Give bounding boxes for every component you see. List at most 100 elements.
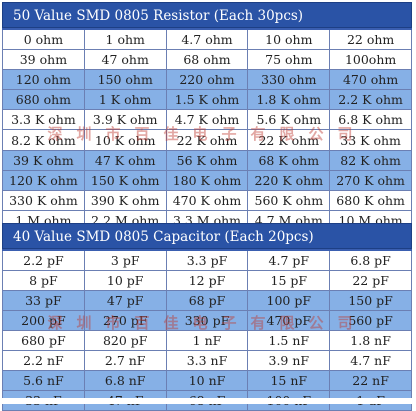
resistor-title: 50 Value SMD 0805 Resistor (Each 30pcs) [2, 2, 412, 28]
table-cell: 390 K ohm [83, 189, 167, 211]
table-cell: 470 pF [247, 310, 331, 331]
table-row: 3.3 K ohm 3.9 K ohm 4.7 K ohm 5.6 K ohm 6.8 … [2, 109, 412, 131]
table-cell: 3 pF [83, 249, 167, 271]
table-cell: 270 K ohm [329, 169, 412, 191]
table-cell: 15 nF [247, 370, 331, 391]
table-cell: 6.8 nF [83, 370, 167, 391]
table-cell: 10 K ohm [83, 129, 167, 151]
table-cell: 47 ohm [83, 49, 167, 71]
table-cell: 330 K ohm [2, 189, 85, 211]
table-row: 120 K ohm 150 K ohm 180 K ohm 220 K ohm 270 … [2, 169, 412, 191]
table-row: 8.2 K ohm 10 K ohm 22 K ohm 22 K ohm 33 K oh… [2, 129, 412, 151]
table-cell: 2.2 K ohm [329, 89, 412, 111]
table-cell: 75 ohm [247, 49, 331, 71]
table-cell: 6.8 pF [329, 249, 412, 271]
table-cell: 330 ohm [247, 69, 331, 91]
table-cell: 560 K ohm [247, 189, 331, 211]
table-row: 0 ohm 1 ohm 4.7 ohm 10 ohm 22 ohm [2, 28, 412, 51]
bottom-edge [2, 398, 412, 404]
table-cell: 5.6 K ohm [247, 109, 331, 131]
table-cell: 1 ohm [83, 28, 167, 51]
capacitor-section: 40 Value SMD 0805 Capacitor (Each 20pcs)… [2, 223, 412, 411]
table-cell: 3.3 nF [165, 350, 249, 371]
table-cell: 68 pF [165, 290, 249, 311]
table-row: 330 K ohm 390 K ohm 470 K ohm 560 K ohm 680 … [2, 189, 412, 211]
table-cell: 3.3 K ohm [2, 109, 85, 131]
table-cell: 22 K ohm [247, 129, 331, 151]
table-cell: 10 ohm [247, 28, 331, 51]
table-cell: 6.8 K ohm [329, 109, 412, 131]
table-cell: 47 K ohm [83, 149, 167, 171]
table-cell: 100ohm [329, 49, 412, 71]
table-cell: 1.5 nF [247, 330, 331, 351]
table-cell: 270 pF [83, 310, 167, 331]
table-cell: 150 pF [329, 290, 412, 311]
table-cell: 2.2 nF [2, 350, 85, 371]
table-cell: 22 ohm [329, 28, 412, 51]
table-cell: 470 ohm [329, 69, 412, 91]
table-cell: 39 ohm [2, 49, 85, 71]
table-cell: 120 K ohm [2, 169, 85, 191]
table-cell: 56 K ohm [165, 149, 249, 171]
table-cell: 220 K ohm [247, 169, 331, 191]
table-cell: 3.3 pF [165, 249, 249, 271]
table-cell: 4.7 pF [247, 249, 331, 271]
table-cell: 680 pF [2, 330, 85, 351]
table-cell: 1 nF [165, 330, 249, 351]
table-cell: 1.8 nF [329, 330, 412, 351]
capacitor-table: 2.2 pF 3 pF 3.3 pF 4.7 pF 6.8 pF 8 pF 10 pF 12 … [2, 249, 412, 411]
table-cell: 5.6 nF [2, 370, 85, 391]
table-cell: 100 pF [247, 290, 331, 311]
table-cell: 3.9 nF [247, 350, 331, 371]
table-cell: 82 K ohm [329, 149, 412, 171]
table-cell: 150 K ohm [83, 169, 167, 191]
table-cell: 33 pF [2, 290, 85, 311]
table-cell: 4.7 K ohm [165, 109, 249, 131]
table-row: 8 pF 10 pF 12 pF 15 pF 22 pF [2, 270, 412, 291]
table-cell: 1.5 K ohm [165, 89, 249, 111]
table-cell: 4.7 ohm [165, 28, 249, 51]
capacitor-title: 40 Value SMD 0805 Capacitor (Each 20pcs) [2, 223, 412, 249]
table-cell: 0 ohm [2, 28, 85, 51]
table-cell: 330 pF [165, 310, 249, 331]
table-cell: 2.2 pF [2, 249, 85, 271]
table-cell: 22 pF [329, 270, 412, 291]
table-cell: 68 ohm [165, 49, 249, 71]
table-cell: 560 pF [329, 310, 412, 331]
table-row: 39 ohm 47 ohm 68 ohm 75 ohm 100ohm [2, 49, 412, 71]
table-cell: 47 pF [83, 290, 167, 311]
table-row: 680 ohm 1 K ohm 1.5 K ohm 1.8 K ohm 2.2 K oh… [2, 89, 412, 111]
table-cell: 220 ohm [165, 69, 249, 91]
table-cell: 22 nF [329, 370, 412, 391]
resistor-section: 50 Value SMD 0805 Resistor (Each 30pcs) … [2, 2, 412, 231]
table-row: 2.2 nF 2.7 nF 3.3 nF 3.9 nF 4.7 nF [2, 350, 412, 371]
table-row: 39 K ohm 47 K ohm 56 K ohm 68 K ohm 82 K ohm [2, 149, 412, 171]
table-cell: 150 ohm [83, 69, 167, 91]
table-cell: 39 K ohm [2, 149, 85, 171]
table-cell: 470 K ohm [165, 189, 249, 211]
table-cell: 180 K ohm [165, 169, 249, 191]
table-row: 680 pF 820 pF 1 nF 1.5 nF 1.8 nF [2, 330, 412, 351]
table-cell: 10 nF [165, 370, 249, 391]
table-row: 2.2 pF 3 pF 3.3 pF 4.7 pF 6.8 pF [2, 249, 412, 271]
table-cell: 1 K ohm [83, 89, 167, 111]
table-cell: 10 pF [83, 270, 167, 291]
resistor-table: 0 ohm 1 ohm 4.7 ohm 10 ohm 22 ohm 39 ohm 47 oh… [2, 28, 412, 231]
table-cell: 15 pF [247, 270, 331, 291]
table-cell: 4.7 nF [329, 350, 412, 371]
table-row: 33 pF 47 pF 68 pF 100 pF 150 pF [2, 290, 412, 311]
table-cell: 68 K ohm [247, 149, 331, 171]
table-cell: 22 K ohm [165, 129, 249, 151]
table-cell: 2.7 nF [83, 350, 167, 371]
table-cell: 680 K ohm [329, 189, 412, 211]
table-cell: 33 K ohm [329, 129, 412, 151]
table-cell: 1.8 K ohm [247, 89, 331, 111]
table-row: 200 pF 270 pF 330 pF 470 pF 560 pF [2, 310, 412, 331]
table-cell: 120 ohm [2, 69, 85, 91]
table-cell: 8.2 K ohm [2, 129, 85, 151]
table-row: 120 ohm 150 ohm 220 ohm 330 ohm 470 ohm [2, 69, 412, 91]
table-cell: 680 ohm [2, 89, 85, 111]
table-cell: 3.9 K ohm [83, 109, 167, 131]
table-cell: 820 pF [83, 330, 167, 351]
